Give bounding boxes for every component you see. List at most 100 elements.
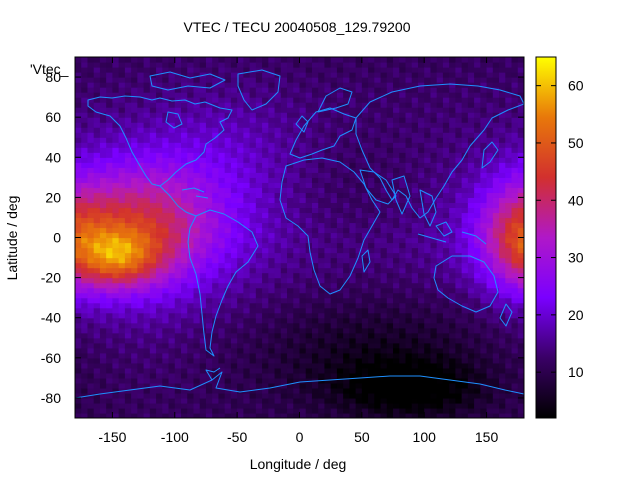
heatmap-cell bbox=[455, 212, 463, 219]
heatmap-cell bbox=[174, 172, 182, 178]
heatmap-cell bbox=[81, 222, 89, 229]
heatmap-cell bbox=[280, 387, 288, 394]
heatmap-cell bbox=[492, 72, 500, 78]
heatmap-cell bbox=[230, 257, 238, 264]
heatmap-cell bbox=[287, 172, 294, 178]
heatmap-cell bbox=[405, 222, 413, 229]
heatmap-cell bbox=[268, 162, 276, 168]
heatmap-cell bbox=[467, 282, 475, 289]
heatmap-cell bbox=[461, 247, 469, 254]
heatmap-cell bbox=[499, 187, 506, 193]
heatmap-cell bbox=[305, 387, 313, 394]
heatmap-cell bbox=[399, 207, 407, 214]
heatmap-cell bbox=[75, 347, 82, 354]
heatmap-cell bbox=[324, 182, 332, 188]
heatmap-cell bbox=[168, 102, 176, 108]
heatmap-cell bbox=[93, 362, 101, 369]
heatmap-cell bbox=[374, 292, 382, 299]
heatmap-cell bbox=[368, 272, 375, 279]
heatmap-cell bbox=[143, 337, 151, 344]
heatmap-cell bbox=[449, 402, 457, 409]
heatmap-cell bbox=[499, 67, 506, 73]
heatmap-cell bbox=[81, 87, 89, 93]
heatmap-cell bbox=[492, 287, 500, 294]
heatmap-cell bbox=[486, 367, 494, 374]
heatmap-cell bbox=[311, 412, 319, 418]
heatmap-cell bbox=[492, 192, 500, 198]
heatmap-cell bbox=[274, 187, 282, 193]
heatmap-cell bbox=[343, 162, 350, 168]
heatmap-cell bbox=[99, 92, 107, 98]
heatmap-cell bbox=[187, 237, 195, 244]
heatmap-cell bbox=[81, 192, 89, 198]
heatmap-cell bbox=[461, 372, 469, 379]
heatmap-cell bbox=[417, 222, 425, 229]
heatmap-cell bbox=[455, 217, 463, 224]
heatmap-cell bbox=[187, 142, 195, 148]
heatmap-cell bbox=[255, 287, 263, 294]
heatmap-cell bbox=[349, 367, 357, 374]
heatmap-cell bbox=[174, 342, 182, 349]
heatmap-cell bbox=[262, 377, 269, 384]
heatmap-cell bbox=[324, 412, 332, 418]
heatmap-cell bbox=[461, 347, 469, 354]
heatmap-cell bbox=[218, 327, 226, 334]
heatmap-cell bbox=[187, 222, 195, 229]
heatmap-cell bbox=[199, 252, 207, 259]
heatmap-cell bbox=[436, 157, 444, 163]
heatmap-cell bbox=[162, 232, 170, 239]
heatmap-cell bbox=[280, 112, 288, 118]
heatmap-cell bbox=[386, 397, 394, 404]
heatmap-cell bbox=[162, 237, 170, 244]
heatmap-cell bbox=[436, 142, 444, 148]
heatmap-cell bbox=[187, 337, 195, 344]
heatmap-cell bbox=[399, 197, 407, 203]
heatmap-cell bbox=[499, 252, 506, 259]
heatmap-cell bbox=[249, 172, 257, 178]
heatmap-cell bbox=[193, 242, 201, 249]
heatmap-cell bbox=[118, 332, 126, 339]
heatmap-cell bbox=[492, 172, 500, 178]
heatmap-cell bbox=[386, 352, 394, 359]
heatmap-cell bbox=[237, 167, 244, 173]
heatmap-cell bbox=[318, 227, 326, 234]
heatmap-cell bbox=[181, 122, 188, 128]
heatmap-cell bbox=[162, 92, 170, 98]
heatmap-cell bbox=[174, 142, 182, 148]
heatmap-cell bbox=[87, 262, 95, 269]
heatmap-cell bbox=[324, 252, 332, 259]
heatmap-cell bbox=[149, 322, 157, 329]
heatmap-cell bbox=[149, 82, 157, 88]
heatmap-cell bbox=[156, 67, 163, 73]
heatmap-cell bbox=[243, 252, 251, 259]
heatmap-cell bbox=[399, 132, 407, 138]
heatmap-cell bbox=[474, 62, 481, 68]
heatmap-cell bbox=[505, 282, 513, 289]
heatmap-cell bbox=[449, 342, 457, 349]
heatmap-cell bbox=[417, 257, 425, 264]
heatmap-cell bbox=[124, 357, 132, 364]
heatmap-cell bbox=[305, 327, 313, 334]
heatmap-cell bbox=[237, 292, 244, 299]
heatmap-cell bbox=[230, 302, 238, 309]
heatmap-cell bbox=[299, 77, 307, 83]
heatmap-cell bbox=[156, 107, 163, 113]
heatmap-cell bbox=[424, 222, 432, 229]
heatmap-cell bbox=[168, 182, 176, 188]
heatmap-cell bbox=[374, 217, 382, 224]
heatmap-cell bbox=[187, 327, 195, 334]
heatmap-cell bbox=[106, 132, 114, 138]
heatmap-cell bbox=[449, 337, 457, 344]
heatmap-cell bbox=[455, 207, 463, 214]
heatmap-cell bbox=[411, 237, 419, 244]
heatmap-cell bbox=[430, 307, 438, 314]
heatmap-cell bbox=[405, 122, 413, 128]
heatmap-cell bbox=[343, 82, 350, 88]
heatmap-cell bbox=[156, 237, 163, 244]
heatmap-cell bbox=[399, 272, 407, 279]
heatmap-cell bbox=[162, 257, 170, 264]
heatmap-cell bbox=[505, 377, 513, 384]
heatmap-cell bbox=[355, 247, 363, 254]
heatmap-cell bbox=[106, 217, 114, 224]
heatmap-cell bbox=[75, 297, 82, 304]
